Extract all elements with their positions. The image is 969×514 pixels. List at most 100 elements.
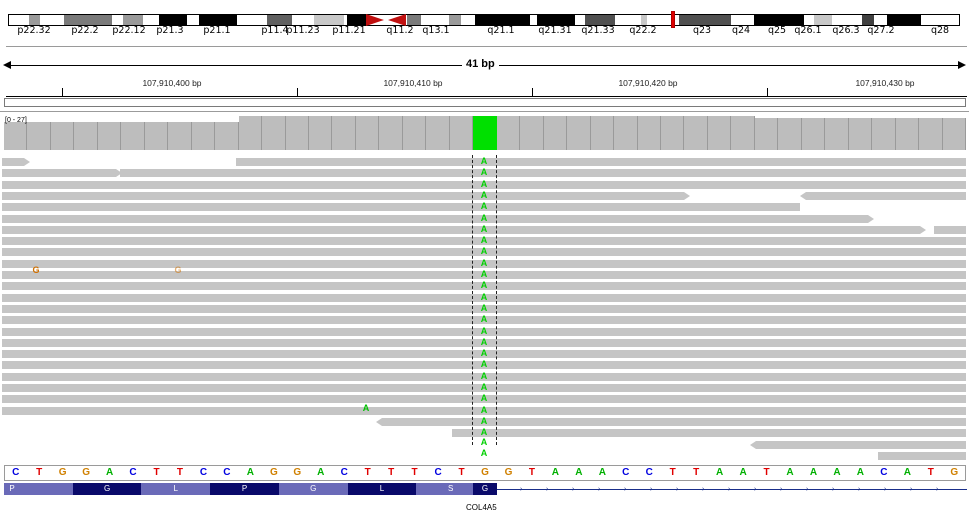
coverage-bar[interactable]: [919, 118, 943, 150]
amino-acid-block[interactable]: [416, 483, 485, 495]
amino-acid-block[interactable]: [210, 483, 279, 495]
coverage-bar[interactable]: [27, 122, 51, 150]
sequencing-read[interactable]: [2, 225, 926, 234]
sequencing-read[interactable]: [2, 248, 966, 257]
sequencing-read[interactable]: [2, 271, 966, 279]
cytoband-label: q27.2: [867, 25, 895, 36]
sequencing-read[interactable]: [2, 237, 966, 246]
coverage-bar[interactable]: [144, 122, 169, 150]
amino-acid-block[interactable]: [278, 483, 348, 495]
coverage-bar[interactable]: [496, 116, 521, 150]
coverage-bar[interactable]: [825, 118, 849, 150]
sequencing-read[interactable]: [376, 417, 966, 426]
current-region-marker[interactable]: [671, 11, 675, 28]
sequencing-read[interactable]: [750, 440, 966, 449]
sequencing-read[interactable]: [2, 327, 966, 336]
sequencing-read[interactable]: [2, 372, 966, 381]
coverage-bar[interactable]: [778, 118, 802, 150]
coverage-bar[interactable]: [4, 122, 28, 150]
coverage-bar[interactable]: [637, 116, 661, 150]
coverage-bar[interactable]: [238, 116, 263, 150]
sequencing-read[interactable]: [2, 406, 966, 415]
coverage-bar[interactable]: [614, 116, 638, 150]
coverage-bar[interactable]: [473, 116, 497, 150]
sequencing-read[interactable]: [2, 338, 966, 347]
coverage-track[interactable]: [4, 116, 966, 150]
coverage-bar[interactable]: [567, 116, 591, 150]
coverage-bar[interactable]: [355, 116, 380, 150]
reference-sequence-track[interactable]: [4, 465, 966, 481]
sequencing-read[interactable]: [2, 214, 874, 223]
sequencing-read[interactable]: [878, 451, 966, 460]
coverage-bar[interactable]: [121, 122, 145, 150]
coverage-bar[interactable]: [684, 116, 708, 150]
coverage-bar[interactable]: [215, 122, 239, 150]
mismatch-base: A: [480, 447, 488, 458]
sequencing-read[interactable]: [120, 169, 966, 178]
coverage-bar[interactable]: [848, 118, 873, 150]
sequencing-read[interactable]: [2, 384, 966, 392]
coverage-bar[interactable]: [379, 116, 403, 150]
reference-base: T: [176, 467, 184, 478]
sequencing-read[interactable]: [236, 158, 966, 166]
coverage-bar[interactable]: [50, 122, 75, 150]
coverage-bar[interactable]: [332, 116, 356, 150]
sequencing-read[interactable]: [2, 282, 966, 291]
chromosome-ideogram[interactable]: [8, 14, 960, 26]
coverage-bar[interactable]: [426, 116, 450, 150]
sequencing-read[interactable]: [2, 361, 966, 370]
reference-base: T: [693, 467, 700, 478]
coverage-bar[interactable]: [707, 116, 732, 150]
gene-name[interactable]: COL4A5: [466, 503, 497, 512]
sequencing-read[interactable]: [2, 180, 966, 189]
sequencing-read[interactable]: [2, 169, 122, 178]
coverage-bar[interactable]: [74, 122, 98, 150]
sequencing-read[interactable]: [452, 429, 966, 438]
cytoband-label: p11.23: [286, 25, 320, 36]
sequencing-read[interactable]: [2, 158, 30, 166]
mismatch-base: A: [480, 370, 488, 381]
reference-base: G: [269, 467, 278, 478]
sequencing-read[interactable]: [2, 203, 800, 212]
sequencing-read[interactable]: [2, 191, 690, 200]
reference-base: T: [458, 467, 465, 478]
cytoband-label: p22.32: [17, 25, 51, 36]
amino-acid-block[interactable]: [473, 483, 497, 495]
sequencing-read[interactable]: [2, 304, 966, 313]
coverage-bar[interactable]: [543, 116, 568, 150]
coverage-bar[interactable]: [168, 122, 192, 150]
coverage-bar[interactable]: [285, 116, 309, 150]
coverage-bar[interactable]: [262, 116, 286, 150]
sequencing-read[interactable]: [2, 293, 966, 302]
sequencing-read[interactable]: [2, 259, 966, 268]
coverage-bar[interactable]: [942, 118, 966, 150]
coverage-bar[interactable]: [309, 116, 333, 150]
coverage-bar[interactable]: [402, 116, 427, 150]
sequencing-read[interactable]: [934, 225, 966, 234]
coverage-bar[interactable]: [520, 116, 544, 150]
coverage-bar[interactable]: [97, 122, 122, 150]
coverage-bar[interactable]: [191, 122, 216, 150]
coverage-bar[interactable]: [590, 116, 615, 150]
cytoband-label: q24: [731, 25, 751, 36]
sequencing-read[interactable]: [2, 395, 966, 404]
amino-acid-block[interactable]: [347, 483, 417, 495]
panel-divider[interactable]: [0, 111, 969, 112]
coverage-bar[interactable]: [449, 116, 474, 150]
coverage-bar[interactable]: [895, 118, 920, 150]
reference-base: G: [293, 467, 302, 478]
sequencing-read[interactable]: [800, 191, 966, 200]
amino-acid-block[interactable]: [141, 483, 211, 495]
sequencing-read[interactable]: [2, 350, 966, 359]
alignment-track[interactable]: [0, 155, 969, 460]
coverage-bar[interactable]: [801, 118, 826, 150]
sequencing-read[interactable]: [2, 316, 966, 325]
amino-acid-block[interactable]: [4, 483, 73, 495]
amino-acid-block[interactable]: [72, 483, 142, 495]
coverage-bar[interactable]: [660, 116, 685, 150]
coverage-bar[interactable]: [872, 118, 896, 150]
ruler-track[interactable]: [4, 98, 966, 107]
cytoband-6: [314, 15, 344, 25]
coverage-bar[interactable]: [754, 118, 779, 150]
coverage-bar[interactable]: [731, 116, 755, 150]
